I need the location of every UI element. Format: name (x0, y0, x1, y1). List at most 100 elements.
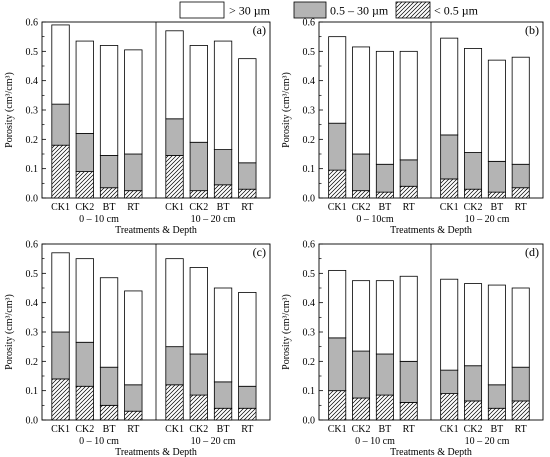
bar-segment-large-pores (375, 50, 394, 165)
bar-segment-large-pores (399, 275, 418, 362)
bar-segment-large-pores (99, 277, 119, 368)
bar-segment-medium-pores (399, 360, 418, 403)
y-tick-label: 0.3 (26, 106, 39, 117)
y-tick-label: 0.6 (26, 240, 39, 251)
y-axis-label: Porosity (cm³/cm³) (4, 294, 15, 370)
y-axis-label: Porosity (cm³/cm³) (4, 72, 15, 148)
bar-segment-small-pores (511, 400, 530, 421)
y-tick-label: 0.4 (26, 298, 39, 309)
bar-segment-large-pores (213, 287, 233, 383)
bar-segment-large-pores (124, 290, 143, 386)
group-label: 10 – 20 cm (465, 214, 510, 225)
legend-swatch-small-pores (395, 1, 431, 19)
x-tick-label: CK1 (328, 202, 347, 213)
x-tick-label: CK1 (51, 424, 70, 435)
bar-segment-small-pores (464, 188, 483, 199)
bar-segment-small-pores (124, 410, 143, 421)
y-tick-label: 0.2 (26, 357, 39, 368)
x-tick-label: RT (241, 424, 253, 435)
bar-segment-small-pores (464, 400, 483, 421)
bar-segment-small-pores (328, 390, 347, 421)
x-axis-label: Treatments & Depth (390, 225, 472, 236)
x-tick-label: RT (127, 424, 139, 435)
chart-panel-2: 0.0 0.1 0.2 0.3 0.4 0.5 0.6 Porosity (cm³/cm³) (… (281, 18, 544, 236)
panel-label: (d) (525, 245, 539, 259)
bar-segment-medium-pores (464, 152, 483, 190)
x-tick-label: CK1 (165, 202, 184, 213)
bar-segment-large-pores (352, 46, 371, 155)
bar-segment-small-pores (238, 407, 257, 421)
bar-segment-medium-pores (238, 162, 257, 190)
x-tick-label: RT (403, 424, 415, 435)
bar-segment-medium-pores (487, 384, 506, 409)
group-label: 10 – 20 cm (191, 214, 236, 225)
bar-segment-large-pores (165, 258, 184, 348)
bar-segment-small-pores (328, 169, 347, 199)
bar-segment-large-pores (487, 59, 506, 162)
bar-segment-large-pores (51, 24, 70, 105)
y-tick-label: 0.3 (303, 106, 316, 117)
bar-segment-large-pores (352, 280, 371, 352)
bar-segment-large-pores (440, 278, 459, 371)
chart-panel-1: 0.0 0.1 0.2 0.3 0.4 0.5 0.6 Porosity (cm³/cm³) (… (4, 18, 271, 236)
bar-segment-large-pores (189, 267, 208, 355)
y-axis-label: Porosity (cm³/cm³) (281, 294, 292, 370)
bar-segment-medium-pores (99, 366, 119, 406)
chart-panel-4: 0.0 0.1 0.2 0.3 0.4 0.5 0.6 Porosity (cm³/cm³) (… (281, 240, 544, 457)
y-tick-label: 0.6 (303, 240, 316, 251)
bar-segment-medium-pores (124, 153, 143, 192)
bar-segment-medium-pores (213, 381, 233, 409)
x-tick-label: BT (490, 424, 503, 435)
legend-swatch-large-pores (179, 1, 225, 19)
bar-segment-medium-pores (352, 350, 371, 399)
group-label: 10 – 20 cm (465, 436, 510, 447)
bar-segment-large-pores (399, 50, 418, 161)
x-tick-label: RT (403, 202, 415, 213)
bar-segment-small-pores (51, 144, 70, 199)
bar-segment-medium-pores (511, 163, 530, 189)
bar-segment-small-pores (51, 378, 70, 421)
x-tick-label: BT (490, 202, 503, 213)
bar-segment-small-pores (399, 401, 418, 421)
bar-segment-medium-pores (213, 149, 233, 186)
y-tick-label: 0.6 (26, 18, 39, 29)
bar-segment-small-pores (352, 397, 371, 421)
x-tick-label: CK1 (328, 424, 347, 435)
bar-segment-large-pores (375, 280, 394, 355)
bar-segment-large-pores (238, 58, 257, 164)
bar-segment-medium-pores (75, 133, 94, 172)
x-tick-label: RT (515, 202, 527, 213)
group-label: 0 – 10cm (356, 214, 393, 225)
y-tick-label: 0.1 (26, 386, 39, 397)
bar-segment-large-pores (238, 291, 257, 387)
bar-segment-large-pores (75, 258, 94, 343)
bar-segment-large-pores (511, 56, 530, 165)
bar-segment-large-pores (75, 40, 94, 134)
y-tick-label: 0.6 (303, 18, 316, 29)
y-axis-label: Porosity (cm³/cm³) (281, 72, 292, 148)
x-tick-label: CK2 (352, 424, 371, 435)
x-tick-label: BT (217, 202, 230, 213)
bar-segment-medium-pores (328, 122, 347, 171)
x-axis-label: Treatments & Depth (115, 447, 197, 457)
legend-label-small-pores: < 0.5 µm (434, 4, 479, 18)
legend-label-large-pores: > 30 µm (229, 4, 271, 18)
bar-segment-large-pores (124, 49, 143, 155)
bar-segment-medium-pores (124, 384, 143, 412)
bar-segment-medium-pores (440, 369, 459, 394)
y-tick-label: 0.5 (303, 47, 316, 58)
y-tick-label: 0.2 (303, 357, 316, 368)
bar-segment-small-pores (99, 404, 119, 421)
x-tick-label: RT (127, 202, 139, 213)
bar-segment-small-pores (189, 190, 208, 199)
bar-segment-medium-pores (375, 163, 394, 193)
x-tick-label: CK2 (189, 202, 208, 213)
x-tick-label: CK1 (440, 424, 459, 435)
panel-label: (a) (253, 23, 266, 37)
bar-segment-medium-pores (189, 353, 208, 396)
panel-label: (c) (253, 245, 266, 259)
bar-segment-large-pores (487, 284, 506, 386)
bar-segment-medium-pores (238, 385, 257, 409)
y-tick-label: 0.0 (26, 194, 39, 205)
